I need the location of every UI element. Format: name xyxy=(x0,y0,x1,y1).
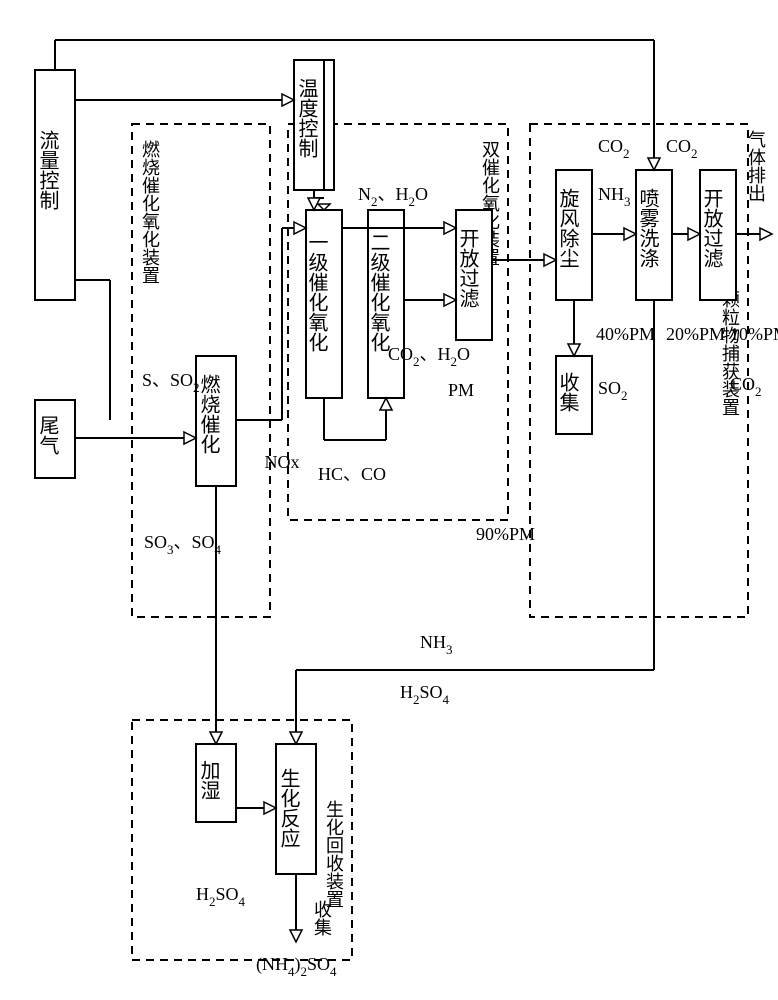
edge-combcat-to-humidify xyxy=(210,486,222,744)
edge-flow-down-comb xyxy=(75,280,110,420)
label-temp-ctrl: 温度控制 xyxy=(295,78,318,158)
edgelabel-so2: SO2 xyxy=(598,378,628,403)
edgelabel-collect-out: 收集 xyxy=(312,900,332,936)
edgelabel-gas-out: 气体排出 xyxy=(746,130,766,202)
edge-combcat-to-cat1 xyxy=(236,222,306,420)
edge-exhaust-to-combcat xyxy=(75,432,196,444)
label-cat1: 一级催化氧化 xyxy=(305,232,328,352)
edgelabel-pm90: 90%PM xyxy=(476,524,535,544)
edgelabel-h2so4-b: H2SO4 xyxy=(400,682,450,707)
edge-temp-to-cat1b xyxy=(308,190,320,210)
edgelabel-co2-b: CO2 xyxy=(666,136,698,161)
edge-flow-to-temp xyxy=(75,94,294,106)
label-cyclone: 旋风除尘 xyxy=(556,188,579,268)
label-cat2: 二级催化氧化 xyxy=(367,232,390,352)
label-spray-wash: 喷雾洗涤 xyxy=(636,188,659,268)
group-biochem-label: 生化回收装置 xyxy=(324,800,344,908)
edge-cat1-to-cat2 xyxy=(324,398,392,440)
edgelabel-pm: PM xyxy=(448,380,474,400)
label-bioreact: 生化反应 xyxy=(277,768,300,848)
edgelabel-nh3-b: NH3 xyxy=(420,632,453,657)
edge-spray-to-bio xyxy=(290,300,654,744)
edgelabel-nox: NOx xyxy=(265,452,300,472)
edgelabel-pm20: 20%PM xyxy=(666,324,725,344)
edgelabel-nh4so4: (NH4)2SO4 xyxy=(256,954,337,979)
edgelabel-n2-h2o: N2、H2O xyxy=(358,184,428,209)
edge-cyclone-to-spray xyxy=(592,228,636,240)
edge-cat2-to-filter xyxy=(404,294,456,306)
label-flow-ctrl: 流量控制 xyxy=(36,130,59,210)
label-open-filter-2: 开放过滤 xyxy=(700,188,723,268)
edge-spray-to-filter2 xyxy=(672,228,700,240)
group-combustion-label: 燃烧催化氧化装置 xyxy=(140,140,160,284)
edgelabel-hc-co: HC、CO xyxy=(318,464,386,484)
label-collect: 收集 xyxy=(556,372,579,412)
label-exhaust: 尾气 xyxy=(36,415,59,455)
edgelabel-nh3-a: NH3 xyxy=(598,184,631,209)
edgelabel-s-so2: S、SO2 xyxy=(142,370,200,395)
edge-humid-to-bio xyxy=(236,802,276,814)
label-open-filter-1: 开放过滤 xyxy=(456,228,479,308)
edgelabel-h2so4-a: H2SO4 xyxy=(196,884,246,909)
edge-filter2-to-out xyxy=(736,228,772,240)
group-particulate-label: 颗粒物捕获装置 xyxy=(720,290,740,416)
edge-bio-out xyxy=(290,874,302,942)
edgelabel-pm10: 10%PM xyxy=(730,324,778,344)
edgelabel-co2-a: CO2 xyxy=(598,136,630,161)
label-humidify: 加湿 xyxy=(197,760,220,800)
edge-filter1-to-cyclone xyxy=(492,254,556,266)
edge-cyclone-to-collect xyxy=(568,300,580,356)
label-comb-cat: 燃烧催化 xyxy=(197,374,220,454)
edgelabel-pm40: 40%PM xyxy=(596,324,655,344)
edgelabel-so3-so4: SO3、SO4 xyxy=(144,532,222,557)
